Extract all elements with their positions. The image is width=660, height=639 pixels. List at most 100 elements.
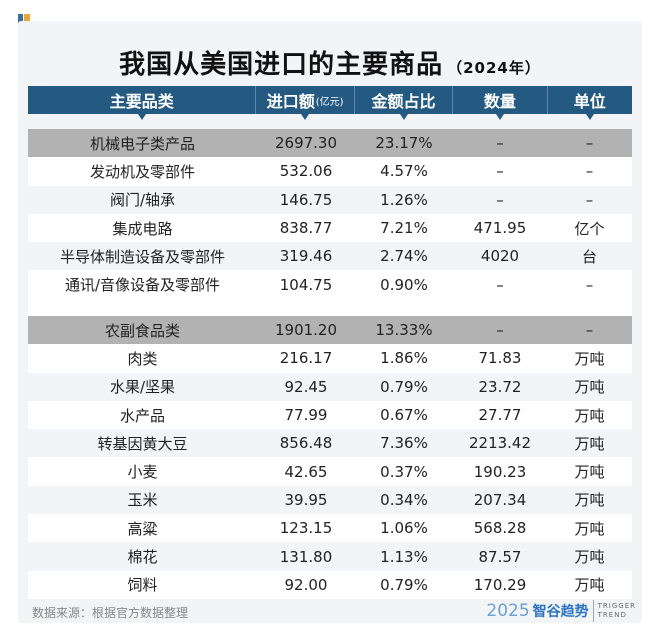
cell-unit: –: [585, 275, 594, 294]
cell-import-value: 838.77: [279, 219, 333, 238]
cell-category: 高粱: [127, 519, 158, 538]
table-row: 转基因黄大豆 856.48 7.36% 2213.42 万吨: [28, 429, 632, 458]
cell-quantity: 71.83: [478, 349, 522, 368]
header-category: 主要品类: [28, 86, 257, 120]
page-title: 我国从美国进口的主要商品 （2024年）: [0, 44, 660, 81]
cell-quantity: 568.28: [473, 519, 527, 538]
cell-share: 1.26%: [380, 190, 428, 209]
cell-share: 4.57%: [380, 162, 428, 181]
cell-import-value: 2697.30: [274, 134, 338, 153]
cell-unit: –: [585, 162, 594, 181]
cell-import-value: 92.00: [284, 575, 328, 594]
cell-unit: 万吨: [574, 576, 605, 595]
header-import-value: 进口额 (亿元): [256, 86, 355, 120]
cell-unit: 万吨: [574, 406, 605, 425]
cell-unit: 万吨: [574, 463, 605, 482]
cell-quantity: –: [496, 321, 504, 340]
header-unit-label: 单位: [573, 92, 606, 111]
cell-category: 饲料: [127, 576, 158, 595]
brand-english-line2: TREND: [597, 611, 627, 619]
cell-category: 发动机及零部件: [89, 162, 195, 181]
cell-import-value: 146.75: [279, 190, 333, 209]
cell-import-value: 77.99: [284, 406, 328, 425]
cell-import-value: 216.17: [279, 349, 333, 368]
cell-import-value: 39.95: [284, 490, 328, 509]
cell-share: 0.67%: [380, 406, 428, 425]
cell-quantity: –: [496, 134, 504, 153]
cell-unit: 万吨: [574, 519, 605, 538]
cell-quantity: 207.34: [473, 490, 527, 509]
cell-quantity: 170.29: [473, 575, 527, 594]
cell-category: 机械电子类产品: [89, 134, 195, 153]
cell-quantity: 27.77: [478, 406, 522, 425]
header-share: 金额占比: [355, 86, 454, 120]
category-row: 农副食品类 1901.20 13.33% – –: [28, 316, 632, 345]
cell-share: 0.90%: [380, 275, 428, 294]
cell-import-value: 104.75: [279, 275, 333, 294]
table-row: 玉米 39.95 0.34% 207.34 万吨: [28, 485, 632, 515]
cell-unit: –: [585, 321, 594, 340]
cell-share: 1.06%: [380, 519, 428, 538]
cell-category: 玉米: [127, 491, 158, 510]
table-row: 通讯/音像设备及零部件 104.75 0.90% – –: [28, 270, 632, 299]
agriculture-section: 农副食品类 1901.20 13.33% – – 肉类 216.17 1.86% 71.83 万吨…: [28, 316, 632, 599]
table-row: 棉花 131.80 1.13% 87.57 万吨: [28, 542, 632, 571]
section-gap: [28, 299, 632, 316]
cell-unit: –: [585, 134, 594, 153]
cell-quantity: 2213.42: [468, 434, 532, 453]
header-share-label: 金额占比: [371, 92, 436, 111]
header-quantity: 数量: [453, 86, 548, 120]
cell-import-value: 92.45: [284, 377, 328, 396]
table-row: 集成电路 838.77 7.21% 471.95 亿个: [28, 213, 632, 243]
cell-category: 阀门/轴承: [109, 191, 176, 210]
cell-unit: 万吨: [574, 349, 605, 368]
table-row: 肉类 216.17 1.86% 71.83 万吨: [28, 344, 632, 373]
cell-category: 水果/坚果: [109, 378, 176, 397]
cell-category: 小麦: [127, 463, 158, 482]
cell-unit: –: [585, 190, 594, 209]
table-row: 小麦 42.65 0.37% 190.23 万吨: [28, 457, 632, 486]
title-main: 我国从美国进口的主要商品: [119, 50, 444, 80]
cell-import-value: 856.48: [279, 434, 333, 453]
cell-share: 0.34%: [380, 490, 428, 509]
header-unit: 单位: [548, 86, 632, 120]
table-row: 高粱 123.15 1.06% 568.28 万吨: [28, 514, 632, 543]
cell-quantity: 190.23: [473, 462, 527, 481]
table-row: 发动机及零部件 532.06 4.57% – –: [28, 157, 632, 186]
cell-import-value: 123.15: [279, 519, 333, 538]
category-row: 机械电子类产品 2697.30 23.17% – –: [28, 129, 632, 158]
cell-category: 集成电路: [112, 219, 173, 238]
cell-share: 13.33%: [375, 321, 433, 340]
cell-import-value: 131.80: [279, 547, 333, 566]
header-import-value-unit: (亿元): [315, 96, 344, 108]
brand-english-line1: TRIGGER: [597, 602, 636, 610]
brand-english: TRIGGER TREND: [598, 602, 636, 620]
cell-share: 1.86%: [380, 349, 428, 368]
cell-quantity: –: [496, 275, 504, 294]
cell-unit: 万吨: [574, 548, 605, 567]
cell-share: 7.36%: [380, 434, 428, 453]
brand-divider: [592, 600, 594, 622]
cell-unit: 台: [581, 247, 597, 266]
cell-quantity: –: [496, 190, 504, 209]
table-header: 主要品类 进口额 (亿元) 金额占比 数量 单位: [28, 86, 632, 120]
cell-quantity: 471.95: [473, 219, 527, 238]
cell-category: 肉类: [127, 349, 158, 368]
brand-logo: 2025 智谷趋势 TRIGGER TREND: [486, 600, 636, 622]
cell-unit: 万吨: [574, 434, 605, 453]
cell-category: 水产品: [119, 406, 165, 425]
table-row: 阀门/轴承 146.75 1.26% – –: [28, 185, 632, 214]
cell-quantity: 87.57: [478, 547, 522, 566]
header-import-value-label: 进口额: [266, 92, 315, 111]
cell-quantity: –: [496, 162, 504, 181]
cell-share: 7.21%: [380, 219, 428, 238]
cell-quantity: 23.72: [478, 377, 522, 396]
cell-import-value: 42.65: [284, 462, 328, 481]
cell-unit: 万吨: [574, 378, 605, 397]
cell-category: 转基因黄大豆: [97, 434, 188, 453]
header-category-label: 主要品类: [109, 92, 174, 111]
cell-share: 0.79%: [380, 377, 428, 396]
cell-share: 0.37%: [380, 462, 428, 481]
cell-unit: 亿个: [574, 219, 605, 238]
cell-share: 0.79%: [380, 575, 428, 594]
